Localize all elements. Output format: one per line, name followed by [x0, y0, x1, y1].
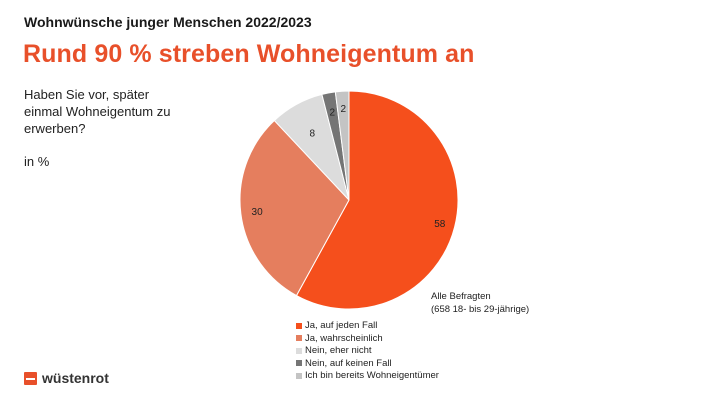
pie-slices — [239, 90, 459, 310]
chart-headline: Rund 90 % streben Wohneigentum an — [23, 40, 475, 68]
legend-label: Nein, auf keinen Fall — [305, 357, 392, 369]
legend-swatch — [296, 360, 302, 367]
logo-text: wüstenrot — [42, 370, 109, 386]
legend-swatch — [296, 335, 302, 342]
legend: Ja, auf jeden Fall Ja, wahrscheinlich Nein… — [296, 320, 439, 383]
data-label-5: 2 — [340, 104, 346, 115]
chart-kicker: Wohnwünsche junger Menschen 2022/2023 — [24, 14, 312, 30]
sample-note-title: Alle Befragten — [431, 291, 491, 302]
legend-label: Ja, wahrscheinlich — [305, 332, 383, 344]
data-label-3: 8 — [309, 129, 315, 140]
legend-swatch — [296, 347, 302, 354]
legend-item: Ja, wahrscheinlich — [296, 333, 439, 344]
legend-item: Ja, auf jeden Fall — [296, 320, 439, 331]
pie-slice-1 — [295, 90, 459, 310]
data-label-2: 30 — [252, 207, 264, 218]
legend-label: Nein, eher nicht — [305, 345, 372, 357]
data-label-4: 2 — [329, 108, 335, 119]
legend-label: Ich bin bereits Wohneigentümer — [305, 370, 439, 382]
sample-note: Alle Befragten (658 18- bis 29-jährige) — [431, 290, 529, 316]
survey-question: Haben Sie vor, später einmal Wohneigentu… — [24, 87, 171, 136]
legend-item: Nein, auf keinen Fall — [296, 358, 439, 369]
legend-item: Nein, eher nicht — [296, 345, 439, 356]
wuestenrot-logo: wüstenrot — [24, 370, 109, 386]
legend-swatch — [296, 372, 302, 379]
pie-slice-2 — [239, 119, 350, 297]
legend-label: Ja, auf jeden Fall — [305, 320, 378, 331]
pie-labels: 58 30 8 2 2 — [252, 104, 446, 230]
legend-item: Ich bin bereits Wohneigentümer — [296, 370, 439, 381]
sample-note-size: (658 18- bis 29-jährige) — [431, 304, 530, 315]
unit-label: in % — [24, 154, 50, 169]
legend-swatch — [296, 322, 302, 329]
pie-slice-5 — [334, 90, 350, 201]
logo-mark-icon — [24, 371, 37, 385]
data-label-1: 58 — [434, 219, 446, 230]
